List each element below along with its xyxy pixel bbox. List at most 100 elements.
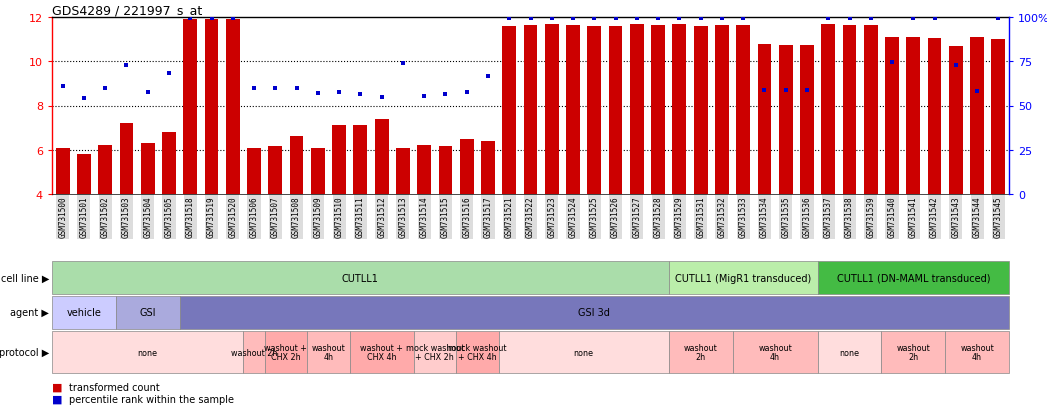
Bar	[608, 27, 623, 195]
Bar	[544, 25, 559, 195]
Bar	[290, 137, 304, 195]
Point	[288, 85, 305, 92]
Point	[607, 15, 624, 22]
Bar	[439, 147, 452, 195]
Point	[863, 15, 879, 22]
Bar	[55, 148, 69, 195]
Point	[246, 85, 263, 92]
Bar	[396, 148, 409, 195]
Text: CUTLL1 (DN-MAML transduced): CUTLL1 (DN-MAML transduced)	[837, 273, 990, 283]
Bar	[354, 126, 367, 195]
Bar	[247, 148, 261, 195]
Bar	[758, 45, 772, 195]
Text: ■: ■	[52, 394, 63, 404]
Point	[905, 15, 921, 22]
Bar	[204, 20, 219, 195]
Bar	[630, 25, 644, 195]
Bar	[587, 27, 601, 195]
Bar	[971, 38, 984, 195]
Bar	[566, 26, 580, 195]
Point	[160, 71, 177, 78]
Text: washout
4h: washout 4h	[312, 343, 346, 361]
Bar	[332, 126, 346, 195]
Point	[756, 88, 773, 94]
Point	[139, 90, 156, 96]
Text: GDS4289 / 221997_s_at: GDS4289 / 221997_s_at	[52, 4, 202, 17]
Text: mock washout
+ CHX 4h: mock washout + CHX 4h	[448, 343, 507, 361]
Point	[203, 15, 220, 22]
Text: washout
2h: washout 2h	[896, 343, 930, 361]
Point	[671, 15, 688, 22]
Bar	[375, 119, 388, 195]
Bar	[885, 38, 899, 195]
Point	[416, 93, 432, 100]
Bar	[162, 133, 176, 195]
Point	[224, 15, 241, 22]
Text: washout
4h: washout 4h	[758, 343, 792, 361]
Point	[331, 90, 348, 96]
Bar	[503, 27, 516, 195]
Point	[820, 15, 837, 22]
Point	[352, 92, 369, 99]
Bar	[98, 146, 112, 195]
Text: GSI: GSI	[139, 308, 156, 318]
Text: CUTLL1: CUTLL1	[342, 273, 379, 283]
Point	[927, 15, 943, 22]
Text: CUTLL1 (MigR1 transduced): CUTLL1 (MigR1 transduced)	[675, 273, 811, 283]
Text: none: none	[574, 348, 594, 357]
Point	[374, 94, 391, 101]
Bar	[949, 47, 963, 195]
Text: washout 2h: washout 2h	[230, 348, 277, 357]
Text: none: none	[138, 348, 158, 357]
Point	[990, 15, 1007, 22]
Bar	[418, 146, 431, 195]
Text: washout +
CHX 2h: washout + CHX 2h	[265, 343, 308, 361]
Point	[96, 85, 113, 92]
Bar	[183, 20, 197, 195]
Bar	[864, 26, 877, 195]
Point	[118, 62, 135, 69]
Text: washout
2h: washout 2h	[684, 343, 717, 361]
Bar	[651, 26, 665, 195]
Bar	[481, 142, 495, 195]
Point	[500, 15, 517, 22]
Bar	[311, 148, 325, 195]
Point	[650, 15, 667, 22]
Text: ■: ■	[52, 382, 63, 392]
Text: washout +
CHX 4h: washout + CHX 4h	[360, 343, 403, 361]
Bar	[268, 147, 283, 195]
Point	[968, 89, 985, 95]
Point	[948, 62, 964, 69]
Point	[480, 73, 496, 80]
Bar	[672, 25, 686, 195]
Point	[522, 15, 539, 22]
Bar	[524, 26, 537, 195]
Bar	[694, 27, 708, 195]
Point	[310, 91, 327, 97]
Text: cell line ▶: cell line ▶	[1, 273, 49, 283]
Point	[459, 90, 475, 96]
Point	[437, 92, 453, 99]
Bar	[779, 45, 793, 195]
Bar	[843, 26, 856, 195]
Text: GSI 3d: GSI 3d	[578, 308, 610, 318]
Point	[395, 61, 411, 68]
Point	[182, 15, 199, 22]
Bar	[928, 39, 941, 195]
Bar	[736, 26, 750, 195]
Point	[267, 85, 284, 92]
Point	[692, 15, 709, 22]
Bar	[992, 40, 1005, 195]
Text: washout
4h: washout 4h	[960, 343, 994, 361]
Bar	[119, 124, 133, 195]
Point	[735, 15, 752, 22]
Bar	[800, 45, 814, 195]
Text: protocol ▶: protocol ▶	[0, 347, 49, 357]
Point	[799, 88, 816, 94]
Text: agent ▶: agent ▶	[10, 308, 49, 318]
Bar	[907, 38, 920, 195]
Point	[777, 88, 794, 94]
Text: none: none	[840, 348, 860, 357]
Point	[884, 60, 900, 66]
Text: transformed count: transformed count	[69, 382, 159, 392]
